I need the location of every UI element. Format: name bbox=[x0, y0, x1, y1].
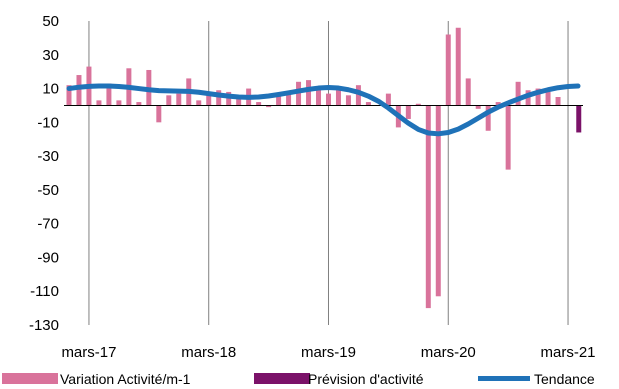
trend-line bbox=[66, 83, 581, 137]
bar bbox=[545, 91, 551, 106]
legend-label: Prévision d'activité bbox=[308, 371, 424, 387]
x-tick-label: mars-18 bbox=[181, 344, 236, 361]
bar bbox=[515, 81, 521, 106]
legend-label: Variation Activité/m-1 bbox=[60, 371, 191, 387]
y-tick-label: -10 bbox=[37, 114, 59, 131]
y-tick-label: -70 bbox=[37, 216, 59, 233]
bar bbox=[445, 34, 451, 106]
bar bbox=[325, 93, 331, 106]
legend-swatch bbox=[2, 373, 58, 384]
bar bbox=[316, 88, 322, 106]
y-tick-label: 50 bbox=[42, 13, 59, 30]
bar bbox=[256, 102, 262, 106]
bar bbox=[505, 105, 511, 170]
bar bbox=[176, 93, 182, 106]
bar bbox=[96, 100, 102, 106]
bar bbox=[485, 105, 491, 131]
bar bbox=[435, 105, 441, 297]
legend-swatch bbox=[254, 373, 310, 384]
gridlines bbox=[88, 21, 569, 325]
legend: Variation Activité/m-1 Prévision d'activi… bbox=[2, 371, 595, 387]
y-tick-label: 30 bbox=[42, 47, 59, 64]
bar bbox=[266, 105, 272, 108]
bar bbox=[66, 85, 72, 106]
bar bbox=[196, 100, 202, 106]
bar bbox=[166, 95, 172, 106]
bar bbox=[555, 97, 561, 106]
bar bbox=[76, 75, 82, 106]
y-tick-label: 10 bbox=[42, 81, 59, 98]
bar bbox=[306, 80, 312, 106]
y-tick-label: -30 bbox=[37, 148, 59, 165]
bar bbox=[276, 95, 282, 106]
x-axis-ticks: mars-17 mars-18 mars-19 mars-20 mars-21 bbox=[61, 344, 595, 361]
bar bbox=[405, 105, 411, 119]
bar bbox=[106, 83, 112, 106]
x-tick-label: mars-21 bbox=[541, 344, 596, 361]
bar bbox=[455, 27, 461, 106]
bar bbox=[206, 95, 212, 106]
x-tick-label: mars-20 bbox=[421, 344, 476, 361]
bar bbox=[535, 88, 541, 106]
y-axis-ticks: 50 30 10 -10 -30 -50 -70 -90 -110 -130 bbox=[29, 13, 59, 334]
bar bbox=[236, 98, 242, 106]
bar bbox=[385, 93, 391, 106]
bar bbox=[495, 102, 501, 106]
bar bbox=[116, 100, 122, 106]
bar bbox=[156, 105, 162, 123]
y-tick-label: -90 bbox=[37, 249, 59, 266]
bar bbox=[415, 103, 421, 106]
y-tick-label: -130 bbox=[29, 317, 59, 334]
bar bbox=[355, 85, 361, 106]
bar bbox=[345, 95, 351, 106]
bar bbox=[365, 102, 371, 106]
bar bbox=[465, 78, 471, 106]
bar bbox=[226, 91, 232, 106]
bar bbox=[286, 93, 292, 106]
y-tick-label: -50 bbox=[37, 182, 59, 199]
bar bbox=[136, 102, 142, 106]
bars bbox=[66, 27, 582, 309]
y-tick-label: -110 bbox=[30, 283, 59, 300]
bar bbox=[475, 105, 481, 109]
bar bbox=[425, 105, 431, 309]
legend-label: Tendance bbox=[534, 371, 595, 387]
x-tick-label: mars-19 bbox=[301, 344, 356, 361]
bar bbox=[335, 90, 341, 106]
x-tick-label: mars-17 bbox=[61, 344, 116, 361]
bar bbox=[216, 90, 222, 106]
bar bbox=[576, 105, 582, 133]
